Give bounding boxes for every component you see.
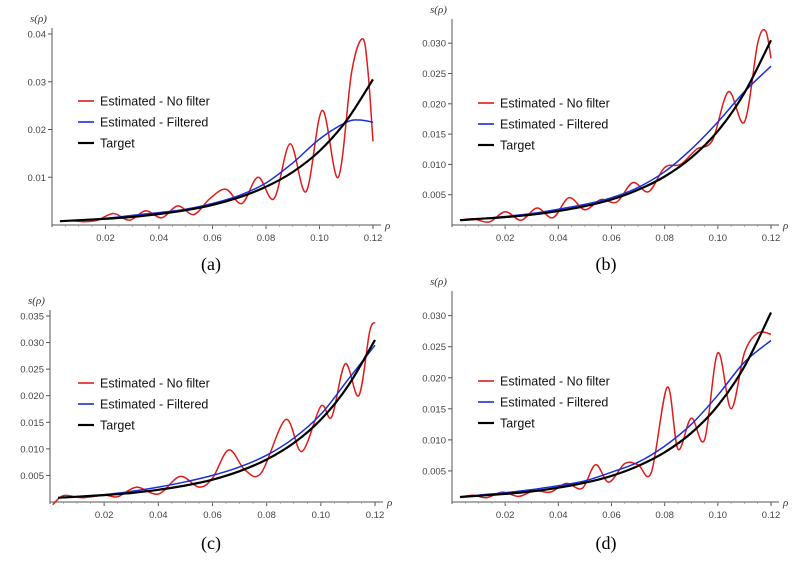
- y-tick-label: 0.020: [20, 391, 44, 402]
- y-tick-label: 0.02: [28, 125, 47, 136]
- legend-entry: Target: [100, 419, 135, 433]
- y-tick-label: 0.010: [422, 435, 446, 446]
- x-tick-label: 0.02: [496, 233, 515, 244]
- y-tick-label: 0.025: [422, 69, 446, 80]
- y-tick-label: 0.030: [422, 39, 446, 50]
- x-tick-label: 0.04: [549, 510, 568, 521]
- y-axis-label: s(ρ): [430, 4, 447, 16]
- legend-entry: Estimated - No filter: [100, 377, 210, 391]
- y-tick-label: 0.015: [20, 418, 44, 429]
- chart-panel-a: 0.02 0.04 0.06 0.08 0.10 0.12 0.01 0.02 0.03 0.04…: [28, 13, 391, 275]
- chart-panel-d: 0.02 0.04 0.06 0.08 0.10 0.12 0.005 0.010 0.015 0…: [422, 276, 788, 554]
- legend-entry: Target: [100, 137, 135, 151]
- x-tick-label: 0.06: [602, 510, 621, 521]
- legend-entry: Estimated - Filtered: [500, 396, 608, 410]
- series-line-estimated-filtered: [459, 339, 772, 498]
- x-tick-label: 0.10: [312, 510, 331, 521]
- x-tick-label: 0.08: [655, 233, 674, 244]
- series-line-estimated-no-filter: [459, 331, 772, 499]
- series-line-estimated-filtered: [59, 119, 374, 222]
- x-tick-label: 0.10: [709, 233, 728, 244]
- y-tick-label: 0.03: [28, 77, 47, 88]
- panel-caption: (b): [596, 254, 617, 275]
- y-tick-label: 0.005: [20, 471, 44, 482]
- legend-entry: Estimated - Filtered: [100, 116, 208, 130]
- x-axis-label: ρ: [384, 220, 390, 232]
- x-tick-label: 0.08: [257, 233, 276, 244]
- y-tick-label: 0.035: [20, 312, 44, 323]
- series-line-target: [59, 78, 374, 223]
- y-tick-label: 0.010: [20, 444, 44, 455]
- y-tick-label: 0.005: [422, 190, 446, 201]
- legend-entry: Target: [500, 417, 535, 431]
- panel-caption: (a): [201, 254, 221, 275]
- y-tick-label: 0.030: [422, 311, 446, 322]
- y-tick-label: 0.020: [422, 99, 446, 110]
- y-tick-label: 0.025: [422, 342, 446, 353]
- y-tick-label: 0.030: [20, 338, 44, 349]
- chart-panel-c: 0.02 0.04 0.06 0.08 0.10 0.12 0.005 0.010 0.015 0…: [20, 295, 392, 554]
- x-tick-label: 0.12: [364, 233, 383, 244]
- y-tick-label: 0.025: [20, 365, 44, 376]
- x-tick-label: 0.12: [762, 233, 781, 244]
- y-axis-label: s(ρ): [430, 276, 447, 288]
- y-axis-label: s(ρ): [30, 13, 47, 25]
- y-tick-label: 0.015: [422, 404, 446, 415]
- x-tick-label: 0.06: [203, 510, 222, 521]
- x-axis-label: ρ: [782, 220, 788, 232]
- series-line-target: [459, 312, 772, 499]
- series-line-estimated-no-filter: [59, 38, 374, 223]
- legend-entry: Estimated - Filtered: [500, 118, 608, 132]
- chart-panel-b: 0.02 0.04 0.06 0.08 0.10 0.12 0.005 0.010 0.015 0…: [422, 4, 788, 275]
- y-tick-label: 0.005: [422, 466, 446, 477]
- legend-entry: Estimated - No filter: [500, 97, 610, 111]
- panel-caption: (d): [596, 533, 617, 554]
- legend-entry: Estimated - No filter: [100, 95, 210, 109]
- x-tick-label: 0.12: [366, 510, 385, 521]
- panel-caption: (c): [201, 533, 221, 554]
- series-line-target: [459, 39, 772, 222]
- x-tick-label: 0.04: [549, 233, 568, 244]
- x-tick-label: 0.08: [257, 510, 276, 521]
- x-tick-label: 0.04: [150, 233, 169, 244]
- x-tick-label: 0.02: [95, 510, 114, 521]
- legend-entry: Estimated - No filter: [500, 375, 610, 389]
- y-tick-label: 0.020: [422, 373, 446, 384]
- legend-entry: Estimated - Filtered: [100, 398, 208, 412]
- x-tick-label: 0.08: [655, 510, 674, 521]
- y-tick-label: 0.010: [422, 160, 446, 171]
- x-tick-label: 0.06: [602, 233, 621, 244]
- y-tick-label: 0.04: [28, 30, 47, 41]
- x-tick-label: 0.12: [762, 510, 781, 521]
- y-tick-label: 0.015: [422, 130, 446, 141]
- y-tick-label: 0.01: [28, 173, 47, 184]
- x-tick-label: 0.10: [310, 233, 329, 244]
- x-tick-label: 0.06: [203, 233, 222, 244]
- x-tick-label: 0.04: [149, 510, 168, 521]
- x-tick-label: 0.10: [709, 510, 728, 521]
- series-line-target: [58, 339, 376, 499]
- x-axis-label: ρ: [782, 497, 788, 509]
- x-tick-label: 0.02: [496, 510, 515, 521]
- y-axis-label: s(ρ): [28, 295, 45, 307]
- x-tick-label: 0.02: [96, 233, 115, 244]
- x-axis-label: ρ: [386, 497, 392, 509]
- legend-entry: Target: [500, 139, 535, 153]
